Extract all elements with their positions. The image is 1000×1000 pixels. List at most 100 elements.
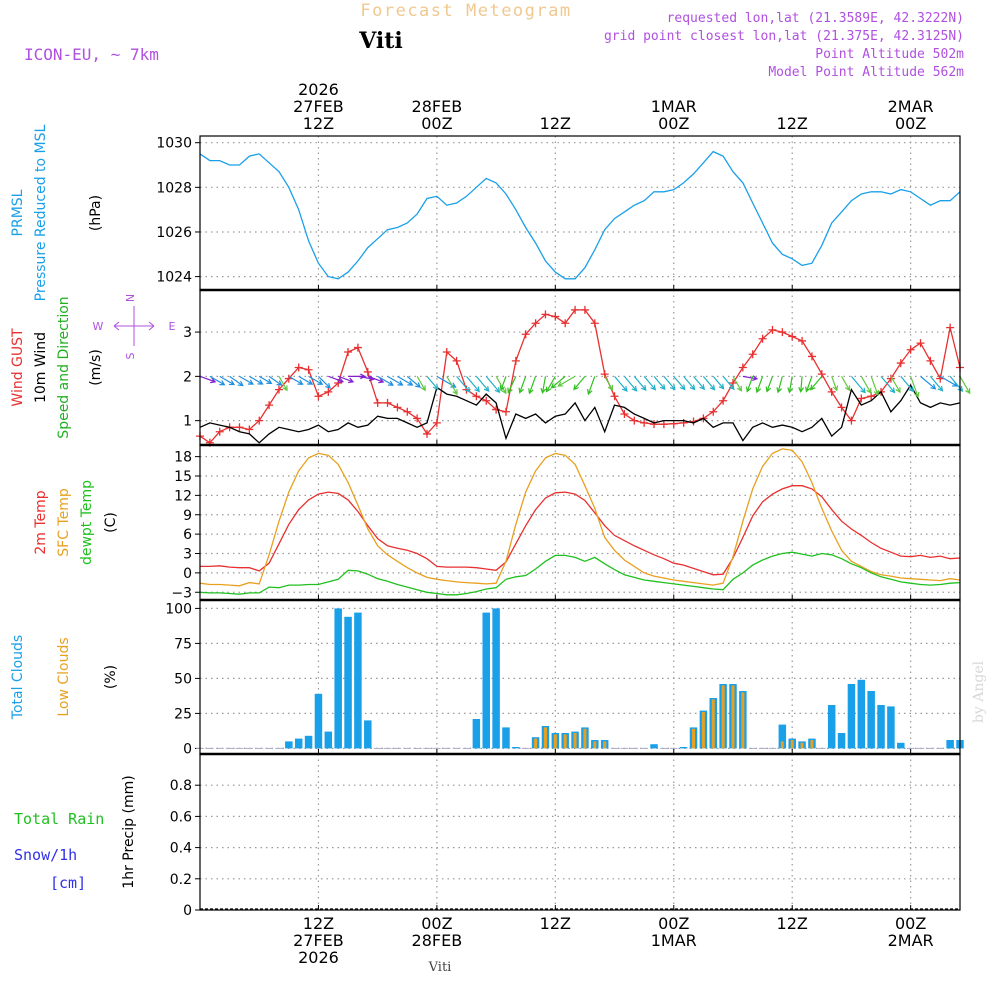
gust-marker	[946, 323, 955, 332]
gust-marker	[561, 319, 570, 328]
wind-arrow	[348, 373, 367, 380]
low-cloud-bar	[790, 740, 794, 749]
wind-arrow	[870, 376, 880, 397]
cloud-bar	[887, 706, 895, 749]
gust-marker	[501, 407, 510, 416]
clouds-frame	[199, 599, 961, 755]
bottom-time-label: 2MAR	[888, 931, 934, 950]
wind-arrow	[643, 375, 657, 391]
low-cloud-bar	[573, 733, 577, 749]
wind-arrow	[377, 375, 394, 386]
compass-label: E	[169, 320, 176, 333]
y-tick-label: 25	[174, 706, 192, 722]
y-axis-label: SFC Temp	[56, 488, 72, 557]
gust-marker	[373, 398, 382, 407]
wind-arrow	[557, 375, 576, 387]
bottom-time-label: 1MAR	[651, 931, 697, 950]
y-axis-label: Pressure Reduced to MSL	[33, 124, 49, 301]
gust-marker	[571, 305, 580, 314]
precip-panel: 0 0.2 0.4 0.6 0.8 1hr Precip (mm) Total Rain Sn…	[14, 753, 961, 919]
precip-grid: 0 0.2 0.4 0.6 0.8	[170, 754, 960, 919]
cloud-bar	[492, 608, 500, 749]
y-tick-label: 18	[174, 450, 192, 466]
gust-marker	[768, 325, 777, 334]
gust-marker	[383, 398, 392, 407]
gust-marker	[896, 359, 905, 368]
wind-arrow	[258, 375, 273, 384]
low-cloud-bar	[563, 734, 567, 749]
pressure-panel: 1024 1026 1028 1030 PRMSL Pressure Reduced to…	[10, 124, 961, 301]
compass-arrows	[113, 306, 155, 346]
wind-arrow	[732, 376, 742, 392]
compass-label: N	[124, 294, 137, 302]
wind-arrow	[456, 375, 471, 393]
cloud-bar	[482, 612, 490, 749]
y-tick-label: 1026	[156, 225, 192, 241]
y-axis-label: Low Clouds	[56, 637, 72, 716]
wind-arrow	[298, 375, 314, 385]
low-cloud-bar	[593, 741, 597, 749]
wind-arrow	[841, 376, 851, 392]
requested-location: requested lon,lat (21.3589E, 42.3222N)	[667, 11, 964, 26]
y-tick-label: 50	[174, 671, 192, 687]
bottom-time-label: 12Z	[540, 914, 571, 933]
wind-arrow	[199, 375, 217, 384]
pressure-frame	[199, 135, 961, 291]
gust-marker	[235, 423, 244, 432]
wind-arrow	[507, 376, 517, 394]
low-cloud-bar	[583, 728, 587, 749]
gust-marker	[916, 339, 925, 348]
compass-rose: N S W E	[93, 294, 176, 360]
y-axis-label: (C)	[103, 512, 119, 533]
wind-arrow	[765, 376, 774, 393]
gust-marker	[738, 363, 747, 372]
gust-marker	[472, 392, 481, 401]
gust-marker	[778, 328, 787, 337]
low-cloud-bar	[721, 685, 725, 749]
wind-arrow	[959, 376, 971, 395]
wind-arrow	[545, 376, 556, 393]
wind-arrow	[308, 375, 324, 385]
wind-arrow	[633, 375, 647, 392]
cloud-bar	[827, 705, 836, 749]
gust-marker	[432, 418, 441, 427]
gust-marker	[551, 312, 560, 321]
top-time-label: 12Z	[777, 114, 808, 133]
low-cloud-bar	[534, 738, 538, 749]
wind-arrow	[809, 375, 823, 391]
cloud-bar	[314, 693, 323, 749]
low-cloud-bar	[553, 734, 557, 749]
gust-marker	[798, 336, 807, 345]
wind-arrow	[485, 375, 501, 394]
gust-marker	[413, 414, 422, 423]
gust-marker	[492, 405, 501, 414]
gust-marker	[906, 345, 915, 354]
cloud-bar	[472, 719, 481, 749]
cloud-bar	[837, 733, 846, 749]
pressure-grid: 1024 1026 1028 1030	[156, 136, 960, 290]
cloud-bar	[304, 735, 313, 749]
wind-arrow	[623, 375, 638, 392]
temperature-frame	[199, 444, 961, 601]
wind-arrow	[776, 376, 783, 394]
gust-marker	[344, 348, 353, 356]
wind-arrow	[475, 375, 490, 392]
wind-arrow	[288, 375, 304, 385]
y-tick-label: 0.8	[170, 778, 192, 794]
wind-arrow	[406, 375, 422, 388]
y-tick-label: 100	[165, 601, 192, 617]
gust-marker	[758, 334, 767, 343]
wind-arrow	[742, 375, 759, 382]
y-tick-label: 12	[174, 488, 192, 504]
gust-marker	[324, 387, 333, 396]
cloud-bar	[897, 742, 905, 749]
wind-arrow	[587, 376, 596, 396]
bottom-time-label: 28FEB	[412, 931, 463, 950]
wind-arrow	[712, 375, 725, 390]
gust-marker	[255, 416, 264, 425]
cloud-bar	[364, 720, 372, 749]
cloud-bar	[334, 608, 342, 749]
wind-arrow	[219, 375, 236, 386]
